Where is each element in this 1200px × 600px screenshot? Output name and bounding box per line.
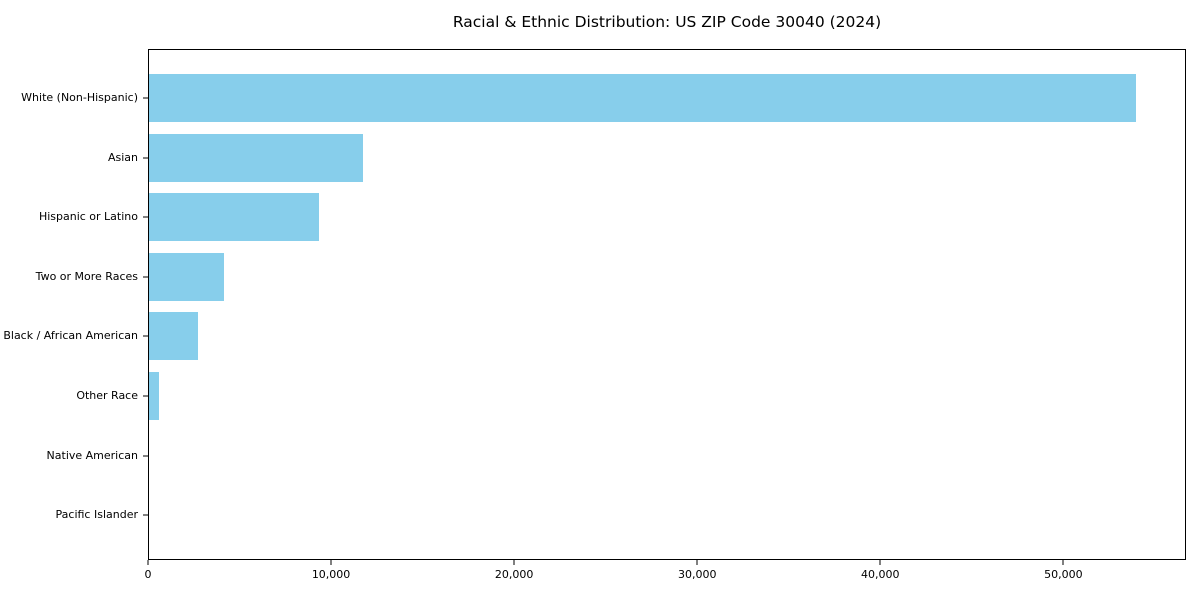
x-axis-tick [147,560,149,565]
bar-white-non-hispanic [149,74,1136,122]
x-axis-tick [330,560,332,565]
chart-title: Racial & Ethnic Distribution: US ZIP Cod… [452,13,882,31]
y-axis-label-black-african-american: Black / African American [3,329,138,343]
y-axis-label-pacific-islander: Pacific Islander [55,508,138,522]
bar-asian [149,133,363,182]
x-axis-tick [696,560,698,565]
y-axis-tick [143,514,148,516]
y-axis-tick [143,455,148,457]
y-axis-label-white-non-hispanic: White (Non-Hispanic) [21,90,138,104]
x-axis-tick [879,560,881,565]
y-axis-label-other-race: Other Race [76,388,138,402]
bar-hispanic-or-latino [149,193,319,242]
x-axis-tick-label: 40,000 [861,568,900,581]
y-axis-tick [143,97,148,99]
y-axis-tick [143,335,148,337]
bar-other-race [149,372,160,420]
y-axis-label-hispanic-or-latino: Hispanic or Latino [38,210,138,224]
x-axis-tick-label: 0 [144,568,152,581]
y-axis-tick [143,276,148,278]
plot-area [148,49,1186,560]
x-axis-tick-label: 20,000 [494,568,534,581]
y-axis-tick [143,395,148,397]
x-axis-tick-label: 10,000 [311,568,351,581]
x-axis-tick [1062,560,1064,565]
x-axis-tick [513,560,515,565]
bar-black-african-american [149,312,199,361]
y-axis-tick [143,157,148,159]
y-axis-label-asian: Asian [107,150,138,164]
y-axis-tick [143,216,148,218]
y-axis-label-native-american: Native American [46,448,138,462]
bar-two-or-more-races [149,252,224,301]
y-axis-label-two-or-more-races: Two or More Races [35,269,138,283]
x-axis-tick-label: 30,000 [677,568,717,581]
x-axis-tick-label: 50,000 [1044,568,1083,581]
